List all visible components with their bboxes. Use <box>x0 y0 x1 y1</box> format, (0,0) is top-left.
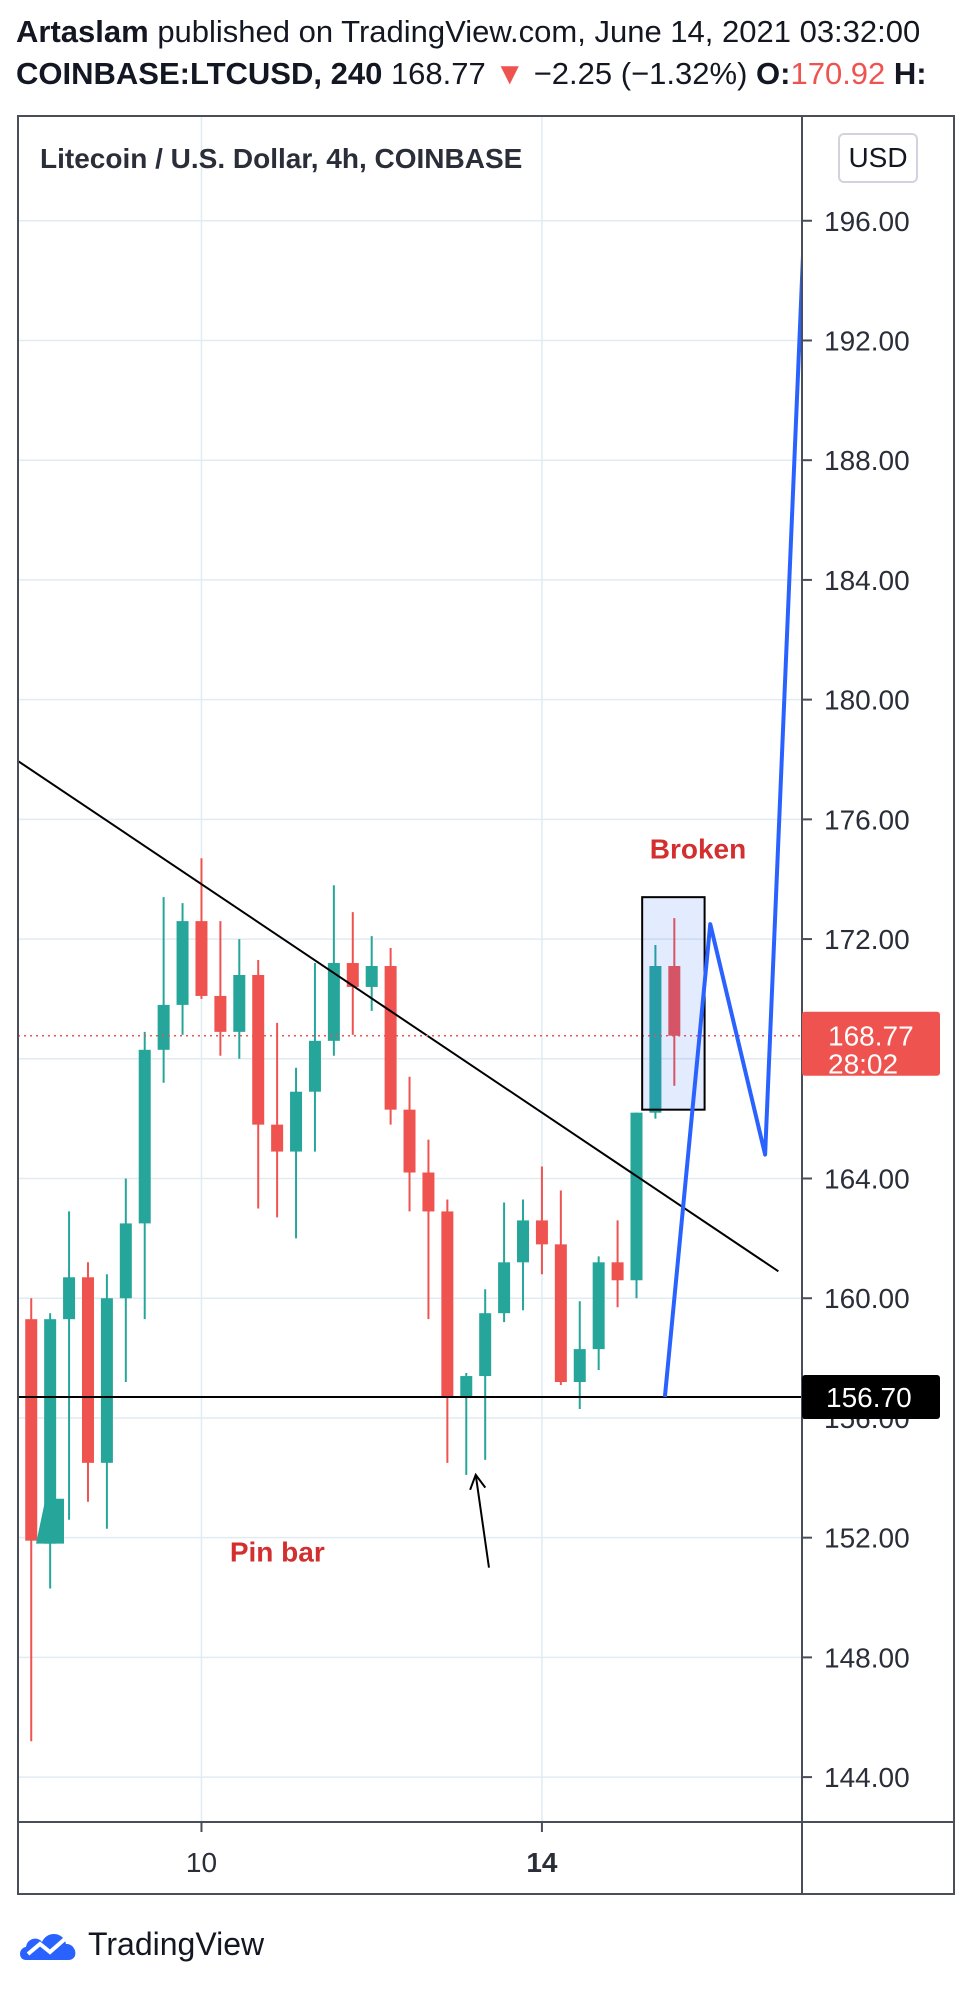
currency-button[interactable]: USD <box>838 133 918 183</box>
chart-frame <box>17 115 955 1895</box>
candle-up <box>63 1277 76 1320</box>
candle-up <box>630 1112 643 1281</box>
price-tick-label: 176.00 <box>824 804 910 835</box>
high-label: H: <box>893 56 927 91</box>
price-axis[interactable]: 144.00148.00152.00156.00160.00164.00168.… <box>802 206 910 1793</box>
candle-up <box>308 1040 321 1092</box>
down-arrow-icon: ▼ <box>494 56 526 91</box>
candle-down <box>611 1262 624 1281</box>
time-tick-label: 10 <box>186 1847 217 1878</box>
chart-title: Litecoin / U.S. Dollar, 4h, COINBASE <box>40 143 522 174</box>
annotation-label: Broken <box>650 833 746 864</box>
candle-up <box>119 1223 132 1299</box>
price-change: −2.25 (−1.32%) <box>533 56 748 91</box>
open-label: O: <box>756 56 791 91</box>
plot-area[interactable]: Broken Pin bar <box>17 77 810 1742</box>
price-tick-label: 188.00 <box>824 445 910 476</box>
last-price-badge <box>802 1011 940 1076</box>
arrow-head <box>469 1472 487 1491</box>
price-tick-label: 192.00 <box>824 325 910 356</box>
candle-up <box>44 1319 57 1544</box>
price-tick-label: 148.00 <box>824 1642 910 1673</box>
candle-up <box>365 966 378 987</box>
candle-up <box>517 1220 530 1263</box>
brand-name: TradingView <box>88 1925 265 1962</box>
price-tick-label: 184.00 <box>824 565 910 596</box>
candle-up <box>233 974 246 1032</box>
candle-down <box>403 1109 416 1173</box>
candle-down <box>441 1211 454 1397</box>
price-tick-label: 152.00 <box>824 1523 910 1554</box>
candle-down <box>25 1319 38 1541</box>
candle-down <box>535 1220 548 1245</box>
time-tick-label: 14 <box>526 1847 558 1878</box>
annotation-label: Pin bar <box>230 1537 325 1568</box>
grid <box>18 116 802 1822</box>
candle-up <box>592 1262 605 1350</box>
projection-path <box>662 231 802 1398</box>
candle-down <box>271 1124 284 1152</box>
last-price: 168.77 <box>390 56 486 91</box>
support-price-label: 156.70 <box>826 1382 912 1413</box>
candle-up <box>138 1049 151 1224</box>
support-price-badge <box>802 1374 940 1419</box>
candle-down <box>422 1172 435 1212</box>
price-tick-label: 196.00 <box>824 206 910 237</box>
candle-down <box>252 974 265 1125</box>
candle-up <box>100 1298 113 1463</box>
candle-up <box>327 963 340 1041</box>
author-name[interactable]: Artaslam <box>16 14 149 49</box>
price-tick-label: 172.00 <box>824 924 910 955</box>
open-value: 170.92 <box>790 56 886 91</box>
trendline <box>18 759 779 1273</box>
candle-down <box>554 1244 567 1383</box>
price-tick-label: 164.00 <box>824 1164 910 1195</box>
candle-down <box>346 963 359 987</box>
time-axis[interactable]: 10 14 <box>186 1822 558 1878</box>
up-arrow-marker <box>36 1486 64 1544</box>
candle-up <box>157 1004 170 1050</box>
candle-down <box>81 1277 94 1463</box>
countdown-label: 28:02 <box>828 1049 898 1080</box>
candle-down <box>384 966 397 1110</box>
pin-bar-arrow <box>474 1474 490 1568</box>
candle-up <box>290 1091 303 1152</box>
candle-up <box>649 966 662 1113</box>
candle-up <box>479 1313 492 1377</box>
candle-down <box>668 966 681 1036</box>
price-tick-label: 160.00 <box>824 1283 910 1314</box>
price-tick-label: 144.00 <box>824 1762 910 1793</box>
candle-up <box>176 921 189 1005</box>
tradingview-logo[interactable]: TradingView <box>16 1924 264 1964</box>
publish-info: Artaslam published on TradingView.com, J… <box>16 14 920 50</box>
last-price-label: 168.77 <box>828 1021 914 1052</box>
candle-up <box>460 1376 473 1397</box>
symbol-info: COINBASE:LTCUSD, 240 168.77 ▼ −2.25 (−1.… <box>16 56 927 92</box>
candle-up <box>498 1262 511 1314</box>
tradingview-cloud-icon <box>20 1933 76 1960</box>
symbol-label: COINBASE:LTCUSD, 240 <box>16 56 383 91</box>
candle-down <box>195 921 208 996</box>
published-text: published on TradingView.com, June 14, 2… <box>157 14 921 49</box>
price-tick-label: 180.00 <box>824 685 910 716</box>
candle-down <box>214 995 227 1032</box>
candle-up <box>573 1349 586 1383</box>
